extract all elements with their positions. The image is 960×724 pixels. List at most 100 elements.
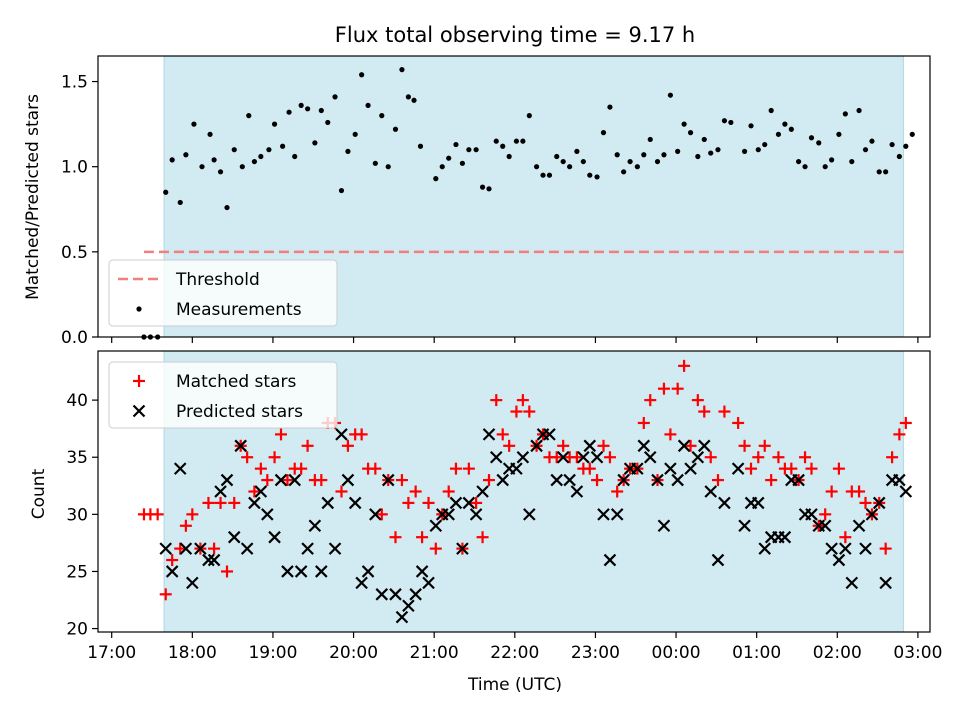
x-stroke-b	[165, 565, 179, 578]
x-stroke-b	[556, 450, 570, 464]
measurement-point	[372, 160, 378, 166]
matched-star-point	[893, 428, 906, 441]
matched-star-point	[704, 451, 717, 464]
measurement-point	[486, 186, 492, 192]
matched-star-point	[220, 565, 233, 578]
measurement-point	[224, 204, 230, 211]
x-stroke-b	[597, 508, 610, 521]
measurement-point	[433, 176, 439, 182]
measurement-point	[782, 121, 788, 127]
matched-star-point	[159, 588, 172, 601]
x-stroke-b	[402, 599, 415, 613]
x-stroke-b	[489, 450, 503, 464]
x-stroke-b	[429, 519, 443, 533]
x-stroke-b	[523, 508, 536, 521]
measurement-point	[896, 153, 902, 160]
x-stroke-b	[570, 485, 584, 498]
x-stroke-b	[482, 428, 496, 441]
predicted-star-point	[159, 542, 172, 555]
predicted-star-point	[752, 496, 765, 510]
measurement-point	[788, 126, 794, 132]
matched-star-point	[395, 474, 408, 487]
measurement-point	[869, 138, 875, 144]
predicted-star-point	[254, 485, 268, 498]
x-stroke-b	[530, 439, 543, 453]
matched-star-point	[202, 496, 215, 509]
matched-star-point	[186, 508, 199, 521]
predicted-star-point	[375, 588, 389, 601]
predicted-star-point	[202, 553, 215, 567]
predicted-star-point	[268, 530, 281, 544]
measurement-point	[533, 164, 540, 170]
x-stroke-b	[220, 473, 234, 487]
measurement-point	[560, 158, 566, 165]
predicted-star-point	[234, 439, 247, 453]
measurement-point	[808, 135, 815, 141]
legend-label: Predicted stars	[176, 402, 303, 422]
x-stroke-b	[456, 542, 469, 555]
measurement-point	[741, 148, 748, 154]
matched-star-point	[550, 451, 563, 464]
predicted-star-point	[395, 610, 409, 624]
measurement-point	[856, 107, 862, 114]
measurement-point	[246, 113, 252, 119]
measurement-point	[199, 164, 205, 170]
measurement-point	[748, 123, 754, 129]
predicted-star-point	[335, 428, 348, 441]
predicted-star-point	[476, 485, 489, 498]
measurement-point	[385, 164, 391, 170]
matched-star-point	[644, 394, 657, 407]
predicted-star-point	[482, 428, 496, 441]
predicted-star-point	[563, 473, 576, 487]
matched-star-point	[859, 496, 872, 509]
measurement-point	[667, 92, 674, 98]
x-stroke-b	[375, 588, 389, 601]
measurement-point	[587, 172, 593, 178]
x-stroke-b	[543, 428, 556, 441]
matched-star-point	[503, 439, 516, 452]
matched-star-point	[711, 474, 724, 487]
matched-star-point	[819, 508, 832, 521]
matched-star-point	[879, 542, 892, 555]
matched-star-point	[483, 474, 496, 487]
x-tick-label: 21:00	[410, 643, 459, 663]
x-stroke-b	[671, 473, 684, 487]
predicted-star-point	[603, 553, 617, 567]
x-stroke-b	[462, 496, 476, 510]
x-stroke-b	[792, 473, 805, 487]
x-stroke-b	[202, 553, 215, 567]
x-stroke-b	[261, 508, 274, 521]
predicted-star-point	[240, 542, 254, 555]
measurement-point	[795, 158, 802, 165]
predicted-star-point	[341, 473, 355, 487]
measurement-point	[453, 141, 459, 148]
matched-star-point	[254, 462, 267, 475]
x-stroke-b	[879, 576, 892, 590]
x-tick-label: 20:00	[329, 643, 378, 663]
x-stroke-b	[234, 439, 247, 453]
x-stroke-b	[173, 462, 187, 475]
x-stroke-b	[657, 519, 671, 533]
measurement-point	[634, 164, 640, 170]
matched-star-point	[429, 542, 442, 555]
matched-star-point	[758, 439, 771, 452]
measurement-point	[647, 136, 653, 143]
matched-star-point	[738, 439, 751, 452]
matched-star-point	[785, 462, 798, 475]
x-stroke-b	[617, 473, 630, 487]
predicted-star-point	[442, 508, 455, 521]
matched-star-point	[745, 462, 758, 475]
x-stroke-b	[301, 542, 314, 555]
x-stroke-b	[677, 439, 691, 453]
y-tick-label: 0.5	[61, 243, 88, 263]
predicted-star-point	[173, 462, 187, 475]
measurement-point	[298, 102, 304, 108]
legend: Matched stars Predicted stars	[108, 361, 338, 429]
matched-star-point	[369, 462, 382, 475]
predicted-star-point	[294, 565, 308, 578]
measurement-point	[417, 143, 424, 149]
matched-star-point	[886, 451, 899, 464]
x-tick-label: 17:00	[87, 643, 136, 663]
x-stroke-b	[563, 473, 576, 487]
x-stroke-b	[631, 462, 644, 475]
